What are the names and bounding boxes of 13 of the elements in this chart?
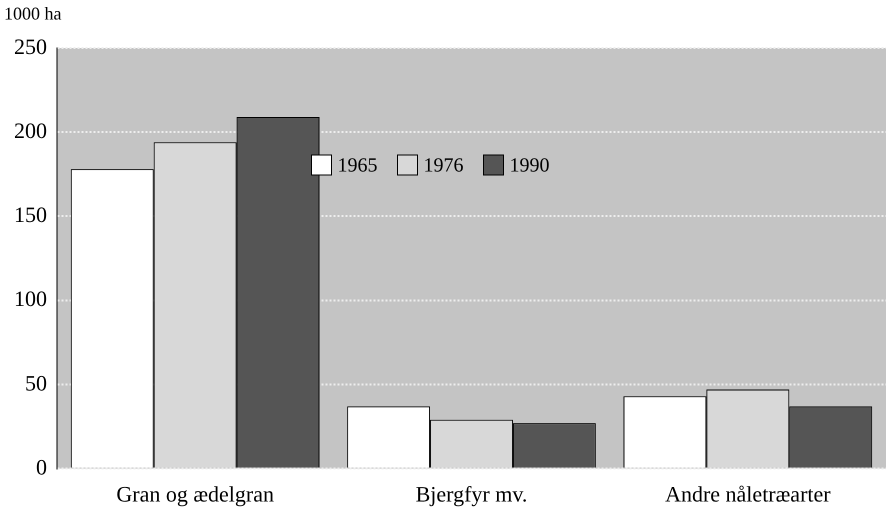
x-tick-label: Andre nåletræarter [665,482,832,507]
y-tick-label: 50 [25,370,47,396]
y-tick-label: 200 [14,118,47,143]
legend-label: 1990 [510,154,550,176]
x-tick-label: Bjergfyr mv. [416,482,528,507]
x-tick-label: Gran og ædelgran [116,482,274,507]
y-tick-label: 150 [14,202,47,228]
y-tick-label: 250 [14,34,47,59]
y-axis-title: 1000 ha [4,4,62,24]
y-tick-label: 0 [36,454,47,480]
y-tick-label: 100 [14,286,47,312]
legend-label: 1965 [338,154,378,176]
legend-label: 1976 [424,154,464,176]
